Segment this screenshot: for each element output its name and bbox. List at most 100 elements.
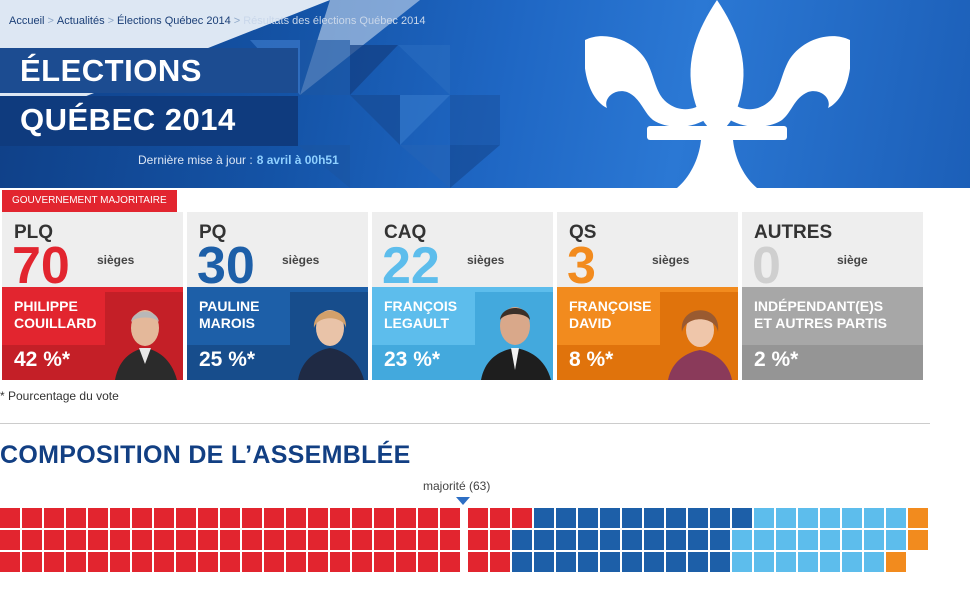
seat-pq	[512, 530, 532, 550]
seat-pq	[666, 552, 686, 572]
party-leader: INDÉPENDANT(E)S ET AUTRES PARTIS	[754, 298, 923, 332]
last-updated: Dernière mise à jour :8 avril à 00h51	[138, 153, 339, 167]
seat-plq	[374, 530, 394, 550]
seat-qs	[908, 530, 928, 550]
party-vote-percent: 8 %*	[569, 348, 614, 371]
seat-plq	[0, 530, 20, 550]
seat-plq	[22, 530, 42, 550]
party-vote-percent: 23 %*	[384, 348, 441, 371]
leader-photo	[290, 292, 368, 380]
party-seats-word: sièges	[282, 253, 320, 267]
seat-plq	[110, 530, 130, 550]
seat-caq	[820, 508, 840, 528]
seat-qs	[886, 552, 906, 572]
party-card-caq[interactable]: CAQ 22 sièges FRANÇOIS LEGAULT 23 %*	[372, 212, 553, 380]
seat-plq	[468, 530, 488, 550]
seat-plq	[88, 530, 108, 550]
party-card-autres[interactable]: AUTRES 0 siège INDÉPENDANT(E)S ET AUTRES …	[742, 212, 923, 380]
seat-caq	[842, 552, 862, 572]
seat-pq	[534, 552, 554, 572]
seat-plq	[440, 508, 460, 528]
seat-plq	[308, 552, 328, 572]
majority-label: majorité (63)	[423, 479, 491, 493]
party-abbr: PQ	[199, 222, 227, 243]
party-vote-percent: 2 %*	[754, 348, 799, 371]
seat-plq	[220, 552, 240, 572]
party-seats: 30	[197, 237, 255, 295]
leader-first-name: FRANÇOIS	[384, 298, 458, 314]
seat-plq	[44, 508, 64, 528]
seat-plq	[308, 530, 328, 550]
seat-pq	[556, 508, 576, 528]
seat-plq	[352, 508, 372, 528]
leader-last-name: ET AUTRES PARTIS	[754, 315, 888, 331]
seat-plq	[88, 552, 108, 572]
seat-caq	[776, 552, 796, 572]
seat-pq	[578, 508, 598, 528]
seat-plq	[396, 508, 416, 528]
seat-plq	[154, 508, 174, 528]
seat-pq	[622, 508, 642, 528]
party-abbr: PLQ	[14, 222, 54, 243]
seat-plq	[220, 530, 240, 550]
majority-marker-icon	[456, 497, 470, 505]
party-abbr: CAQ	[384, 222, 427, 243]
seat-pq	[710, 530, 730, 550]
seat-plq	[242, 552, 262, 572]
seat-pq	[688, 552, 708, 572]
leader-photo	[475, 292, 553, 380]
seat-plq	[352, 530, 372, 550]
seat-plq	[308, 508, 328, 528]
seat-plq	[22, 552, 42, 572]
page-title-line-2: QUÉBEC 2014	[20, 102, 236, 137]
seat-plq	[490, 530, 510, 550]
seat-plq	[132, 508, 152, 528]
title-band-2	[0, 96, 298, 146]
seat-pq	[578, 530, 598, 550]
seat-plq	[66, 530, 86, 550]
seat-plq	[286, 530, 306, 550]
seat-plq	[0, 508, 20, 528]
seat-caq	[864, 530, 884, 550]
seat-plq	[44, 552, 64, 572]
seat-plq	[468, 552, 488, 572]
seat-plq	[198, 552, 218, 572]
leader-last-name: DAVID	[569, 315, 612, 331]
party-card-qs[interactable]: QS 3 sièges FRANÇOISE DAVID 8 %*	[557, 212, 738, 380]
seat-plq	[468, 508, 488, 528]
seat-plq	[264, 530, 284, 550]
seat-caq	[842, 530, 862, 550]
party-seats-word: sièges	[467, 253, 505, 267]
seat-plq	[440, 530, 460, 550]
seat-caq	[798, 552, 818, 572]
breadcrumb-news-link[interactable]: Actualités	[56, 15, 105, 27]
seat-plq	[0, 552, 20, 572]
seat-plq	[490, 552, 510, 572]
party-card-pq[interactable]: PQ 30 sièges PAULINE MAROIS 25 %*	[187, 212, 368, 380]
leader-photo	[105, 292, 183, 380]
seat-caq	[820, 530, 840, 550]
seat-plq	[66, 508, 86, 528]
leader-first-name: PHILIPPE	[14, 298, 78, 314]
seat-plq	[132, 530, 152, 550]
seat-caq	[776, 530, 796, 550]
party-card-plq[interactable]: PLQ 70 sièges PHILIPPE COUILLARD 42 %*	[2, 212, 183, 380]
seat-plq	[110, 508, 130, 528]
assembly-seat-grid	[0, 508, 930, 574]
seat-plq	[198, 530, 218, 550]
seat-plq	[264, 552, 284, 572]
seat-plq	[374, 508, 394, 528]
seat-plq	[242, 508, 262, 528]
seat-pq	[688, 508, 708, 528]
seat-caq	[754, 552, 774, 572]
assembly-title: COMPOSITION DE L’ASSEMBLÉE	[0, 441, 411, 469]
party-leader: FRANÇOISE DAVID	[569, 298, 689, 332]
party-seats: 22	[382, 237, 440, 295]
seat-caq	[886, 508, 906, 528]
party-leader: PHILIPPE COUILLARD	[14, 298, 134, 332]
seat-caq	[754, 508, 774, 528]
breadcrumb-home-link[interactable]: Accueil	[9, 15, 45, 27]
seat-pq	[600, 530, 620, 550]
seat-plq	[374, 552, 394, 572]
breadcrumb-elections-link[interactable]: Élections Québec 2014	[117, 15, 231, 27]
